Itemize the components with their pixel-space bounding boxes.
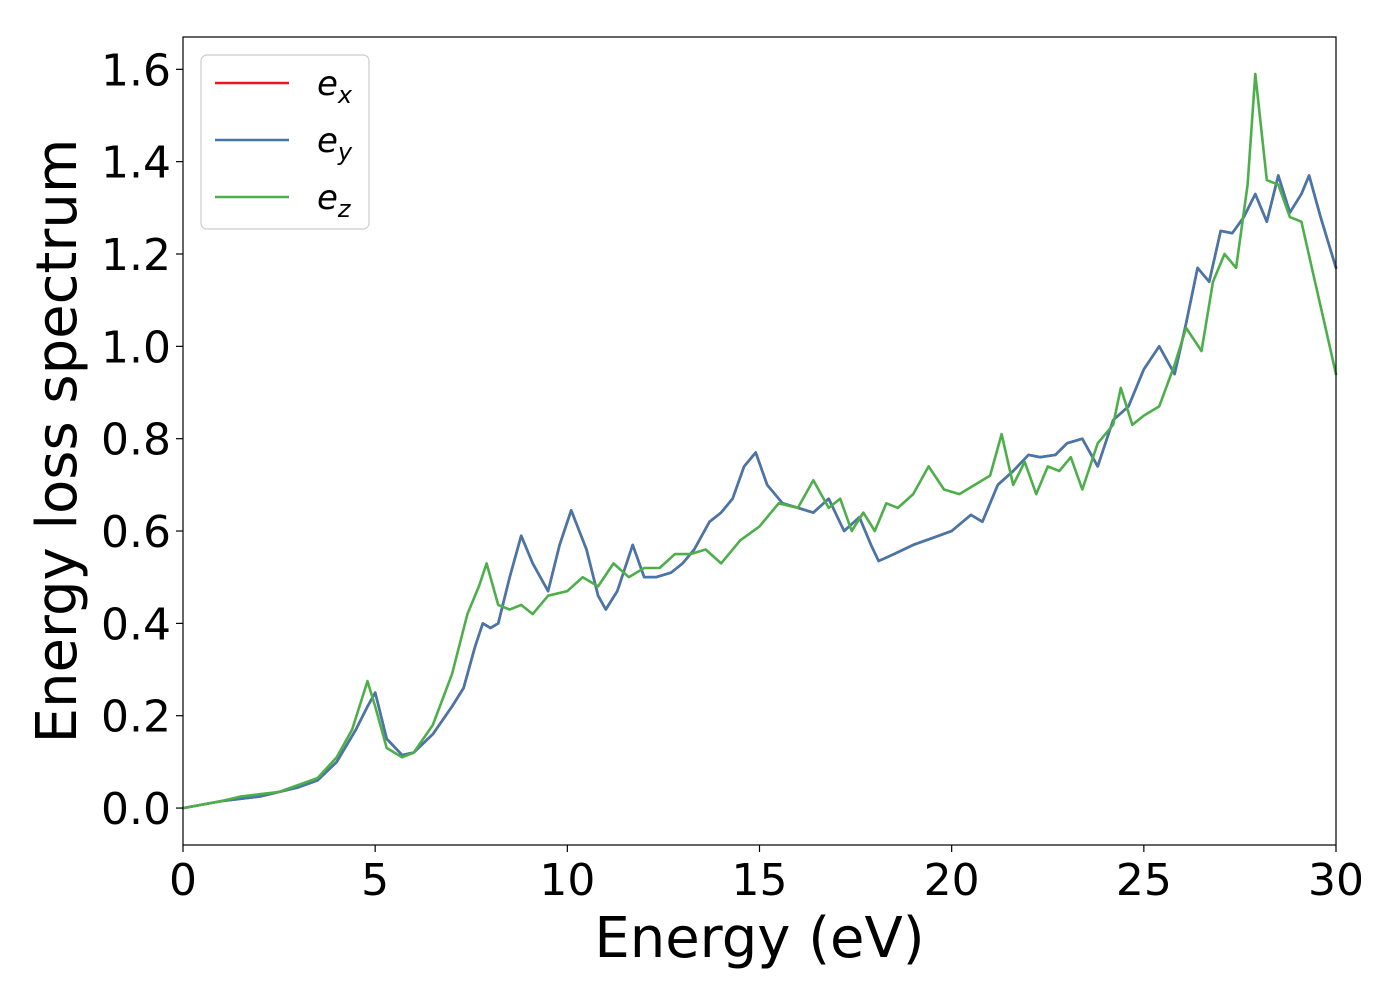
y-axis-label: Energy loss spectrum [25,139,90,744]
legend: ex ey ez [200,54,370,230]
y-tick-label: 0.2 [101,692,171,743]
x-tick-label: 10 [539,855,595,906]
legend-box [200,54,370,230]
series-layer [181,72,1338,810]
legend-label-y: ey [317,121,353,166]
x-tick-label: 25 [1116,855,1172,906]
y-tick-label: 1.6 [101,45,171,96]
x-tick-label: 5 [361,855,389,906]
x-tick-label: 15 [732,855,788,906]
y-tick-label: 0.8 [101,415,171,466]
y-tick-label: 1.0 [101,322,171,373]
series-line-z [181,72,1338,810]
y-axis-ticks: 0.0 0.2 0.4 0.6 0.8 1.0 1.2 1.4 1.6 [101,45,183,835]
x-axis-label: Energy (eV) [594,906,924,971]
x-tick-label: 30 [1308,855,1364,906]
x-axis-ticks: 0 5 10 15 20 25 30 [169,845,1364,906]
y-tick-label: 1.4 [101,138,171,189]
y-tick-label: 0.6 [101,507,171,558]
legend-label-x: ex [317,64,353,109]
y-tick-label: 0.4 [101,599,171,650]
x-tick-label: 0 [169,855,197,906]
legend-label-z: ez [317,178,352,223]
x-tick-label: 20 [924,855,980,906]
y-tick-label: 1.2 [101,230,171,281]
y-tick-label: 0.0 [101,784,171,835]
